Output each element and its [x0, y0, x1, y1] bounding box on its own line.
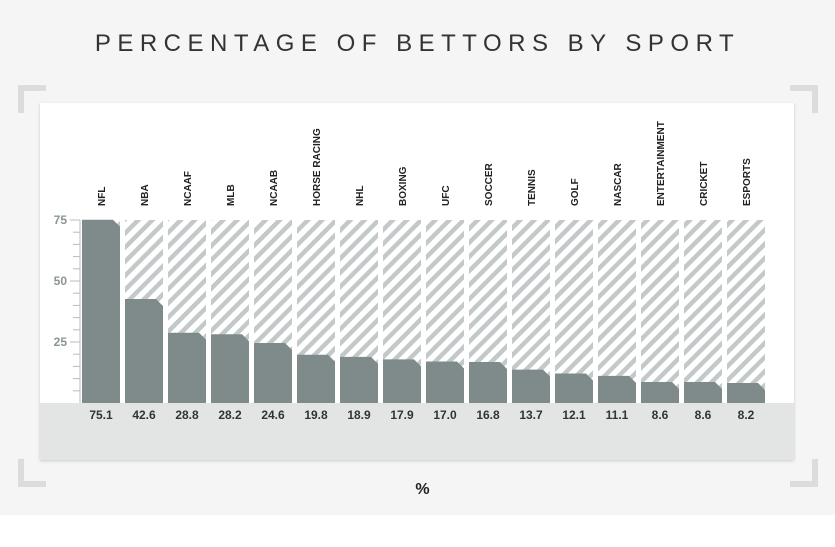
corner-bracket-top-left — [18, 85, 46, 113]
data-label: 17.0 — [433, 408, 457, 422]
category-label: GOLF — [570, 178, 581, 206]
category-label: MLB — [226, 184, 237, 206]
bar-background — [727, 220, 765, 403]
bar — [684, 382, 722, 403]
bar — [168, 332, 206, 403]
data-label: 12.1 — [562, 408, 586, 422]
bar — [211, 334, 249, 403]
data-label: 16.8 — [476, 408, 500, 422]
data-label: 17.9 — [390, 408, 414, 422]
bar — [426, 361, 464, 403]
bar — [254, 342, 292, 403]
bar — [727, 382, 765, 403]
bar-background — [641, 220, 679, 403]
bar — [512, 369, 550, 403]
value-band — [40, 403, 794, 460]
bar — [340, 356, 378, 403]
category-label: NASCAR — [613, 162, 624, 206]
data-label: 28.2 — [218, 408, 242, 422]
bar-background — [555, 220, 593, 403]
data-label: 8.6 — [652, 408, 669, 422]
bar — [82, 219, 120, 403]
category-label: ENTERTAINMENT — [656, 121, 667, 206]
x-axis-label: % — [415, 481, 430, 498]
bar — [641, 382, 679, 403]
bar — [598, 375, 636, 403]
corner-bracket-bottom-left — [18, 459, 46, 487]
category-label: CRICKET — [699, 162, 710, 206]
y-tick-label: 75 — [54, 213, 68, 227]
category-label: NFL — [97, 187, 108, 206]
data-label: 18.9 — [347, 408, 371, 422]
bar — [125, 299, 163, 403]
category-label: NBA — [140, 184, 151, 206]
data-label: 13.7 — [519, 408, 543, 422]
data-label: 75.1 — [89, 408, 113, 422]
bar — [383, 359, 421, 403]
bar — [469, 362, 507, 403]
bar-chart: 25 50 75 NFL 75.1 NBA 42.6 NCAAF 28.8 MLB 28.2 NCA… — [40, 121, 794, 460]
category-label: NHL — [355, 185, 366, 206]
data-label: 24.6 — [261, 408, 285, 422]
data-label: 19.8 — [304, 408, 328, 422]
category-label: BOXING — [398, 166, 409, 206]
data-label: 8.2 — [738, 408, 755, 422]
y-tick-label: 25 — [54, 335, 68, 349]
category-label: HORSE RACING — [312, 128, 323, 206]
corner-bracket-top-right — [790, 85, 818, 113]
data-label: 28.8 — [175, 408, 199, 422]
bar — [555, 373, 593, 403]
category-label: NCAAF — [183, 171, 194, 206]
category-label: UFC — [441, 185, 452, 206]
bar — [297, 354, 335, 403]
y-tick-label: 50 — [54, 274, 68, 288]
data-label: 11.1 — [606, 408, 629, 422]
bar-background — [598, 220, 636, 403]
data-label: 8.6 — [695, 408, 712, 422]
corner-bracket-bottom-right — [790, 459, 818, 487]
data-label: 42.6 — [132, 408, 156, 422]
bar-background — [684, 220, 722, 403]
category-label: TENNIS — [527, 169, 538, 206]
category-label: SOCCER — [484, 162, 495, 206]
category-label: NCAAB — [269, 170, 280, 206]
chart-title: PERCENTAGE OF BETTORS BY SPORT — [94, 30, 741, 57]
category-label: ESPORTS — [742, 158, 753, 206]
